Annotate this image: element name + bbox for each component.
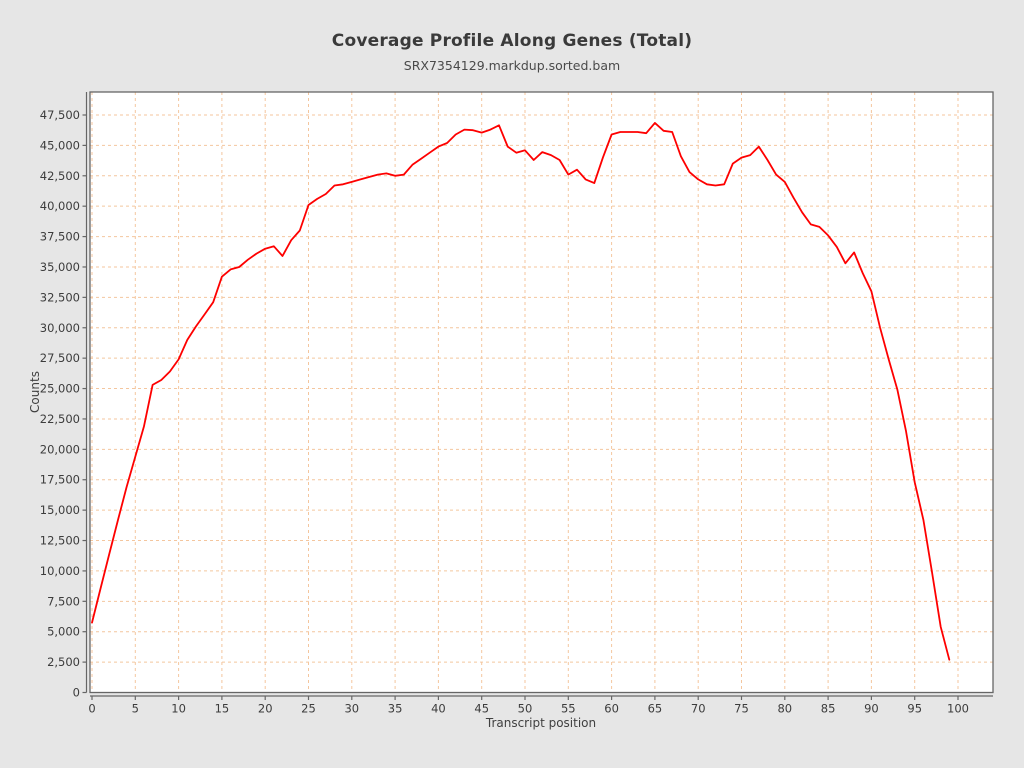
x-tick-label: 45 — [474, 702, 489, 716]
y-tick-label: 45,000 — [40, 138, 80, 152]
x-tick-label: 60 — [604, 702, 619, 716]
y-tick-label: 27,500 — [40, 351, 80, 365]
y-tick-label: 30,000 — [40, 321, 80, 335]
x-tick-label: 95 — [907, 702, 922, 716]
y-tick-label: 47,500 — [40, 108, 80, 122]
coverage-series-line — [91, 122, 951, 661]
y-tick-label: 5,000 — [47, 625, 80, 639]
x-tick-label: 65 — [648, 702, 663, 716]
y-tick-label: 25,000 — [40, 382, 80, 396]
y-tick-label: 42,500 — [40, 169, 80, 183]
x-tick-label: 75 — [734, 702, 749, 716]
y-tick-label: 22,500 — [40, 412, 80, 426]
x-tick-label: 5 — [132, 702, 139, 716]
y-tick-label: 7,500 — [47, 594, 80, 608]
y-axis-label: Counts — [28, 371, 42, 413]
x-tick-label: 80 — [777, 702, 792, 716]
chart-subtitle: SRX7354129.markdup.sorted.bam — [403, 58, 621, 73]
y-tick-label: 20,000 — [40, 442, 80, 456]
y-tick-label: 17,500 — [40, 473, 80, 487]
x-tick-label: 15 — [215, 702, 230, 716]
chart-title: Coverage Profile Along Genes (Total) — [331, 31, 693, 51]
x-tick-label: 10 — [171, 702, 186, 716]
plot-border — [89, 91, 994, 694]
y-tick-label: 35,000 — [40, 260, 80, 274]
x-tick-label: 85 — [821, 702, 836, 716]
plot-area — [90, 92, 993, 693]
y-tick-label: 32,500 — [40, 290, 80, 304]
y-tick-label: 15,000 — [40, 503, 80, 517]
x-tick-label: 70 — [691, 702, 706, 716]
x-tick-label: 30 — [344, 702, 359, 716]
x-tick-label: 100 — [947, 702, 969, 716]
y-tick-label: 37,500 — [40, 230, 80, 244]
y-tick-label: 12,500 — [40, 534, 80, 548]
x-tick-label: 25 — [301, 702, 316, 716]
x-tick-label: 40 — [431, 702, 446, 716]
x-tick-label: 20 — [258, 702, 273, 716]
x-tick-label: 90 — [864, 702, 879, 716]
y-tick-label: 40,000 — [40, 199, 80, 213]
y-tick-label: 0 — [73, 686, 80, 700]
x-tick-label: 35 — [388, 702, 403, 716]
x-tick-label: 50 — [518, 702, 533, 716]
x-tick-label: 55 — [561, 702, 576, 716]
y-tick-label: 2,500 — [47, 655, 80, 669]
x-axis-label: Transcript position — [485, 716, 597, 730]
y-tick-label: 10,000 — [40, 564, 80, 578]
x-tick-label: 0 — [88, 702, 95, 716]
